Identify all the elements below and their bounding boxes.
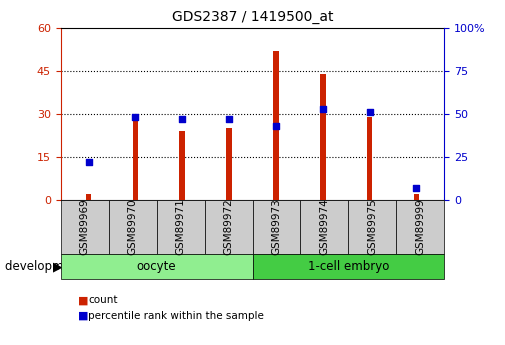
Point (225, 116, 233, 122)
Point (319, 106, 327, 111)
Point (272, 123, 280, 129)
Bar (179, 131, 185, 200)
Text: count: count (88, 295, 118, 305)
Point (178, 116, 186, 122)
Bar (367, 117, 372, 200)
Text: ■: ■ (78, 295, 89, 305)
Text: GSM89969: GSM89969 (80, 198, 89, 255)
Text: GSM89973: GSM89973 (272, 198, 281, 255)
Bar (273, 51, 279, 200)
Text: percentile rank within the sample: percentile rank within the sample (88, 311, 264, 321)
Text: 1-cell embryo: 1-cell embryo (308, 260, 389, 273)
Bar (414, 194, 419, 200)
Text: GSM89970: GSM89970 (128, 198, 137, 255)
Text: GSM89971: GSM89971 (176, 198, 185, 255)
Point (131, 115, 139, 120)
Text: ▶: ▶ (53, 260, 63, 273)
Text: GSM89972: GSM89972 (224, 198, 233, 255)
Bar (320, 73, 326, 200)
Text: GSM89974: GSM89974 (320, 198, 329, 255)
Text: GSM89975: GSM89975 (368, 198, 377, 255)
Bar (86, 194, 91, 200)
Text: GSM89999: GSM89999 (416, 198, 425, 255)
Text: development stage: development stage (5, 260, 120, 273)
Bar (226, 128, 232, 200)
Bar (133, 117, 138, 200)
Point (366, 109, 374, 115)
Text: oocyte: oocyte (137, 260, 176, 273)
Text: ■: ■ (78, 311, 89, 321)
Point (412, 185, 420, 191)
Title: GDS2387 / 1419500_at: GDS2387 / 1419500_at (172, 10, 333, 24)
Point (85, 159, 93, 165)
